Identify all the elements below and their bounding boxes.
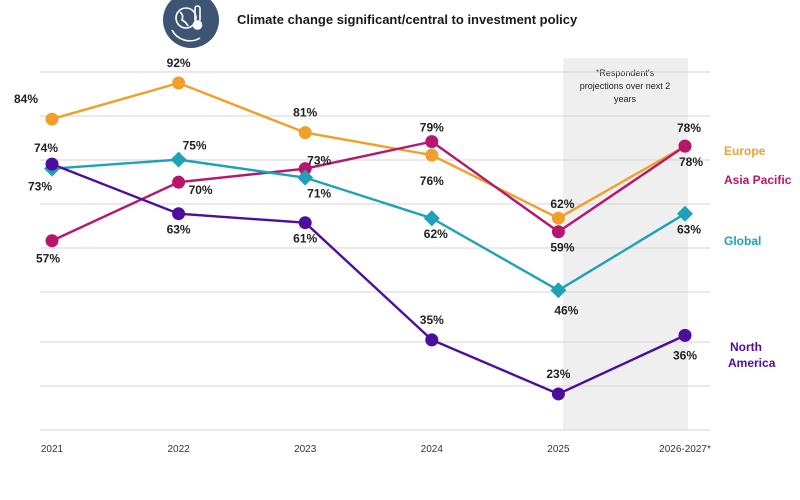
data-point	[45, 157, 59, 171]
data-point	[172, 76, 186, 90]
legend-entry: Asia Pacific	[724, 173, 792, 187]
data-label: 74%	[34, 141, 58, 155]
projection-note: *Respondent's projections over next 2 ye…	[580, 68, 671, 104]
x-axis-ticks: 2021 2022 2023 2024 2025 2026-2027*	[41, 444, 711, 455]
projection-note-line: projections over next 2	[580, 81, 671, 91]
data-label: 84%	[14, 92, 38, 106]
data-label: 78%	[677, 121, 701, 135]
projection-note-line: years	[614, 94, 637, 104]
data-label: 79%	[420, 121, 444, 135]
series-line	[51, 158, 686, 292]
data-point	[425, 333, 439, 347]
series-markers	[44, 76, 693, 401]
data-label: 70%	[189, 183, 213, 197]
data-point	[298, 162, 312, 176]
data-point	[172, 207, 186, 221]
data-label: 75%	[183, 139, 207, 153]
data-label: 63%	[167, 223, 191, 237]
legend: Europe Asia Pacific Global North America	[724, 144, 792, 370]
data-label: 46%	[554, 303, 578, 317]
data-label: 62%	[550, 197, 574, 211]
series-line	[51, 163, 686, 396]
chart-title: Climate change significant/central to in…	[237, 12, 578, 27]
data-point	[677, 205, 693, 222]
series-line	[51, 81, 686, 220]
data-point	[678, 139, 692, 153]
projection-note-line: *Respondent's	[596, 68, 655, 78]
data-point	[170, 151, 187, 168]
data-label: 35%	[420, 313, 444, 327]
x-tick-label: 2022	[167, 444, 190, 455]
data-labels: 84% 92% 81% 76% 62% 78% 57% 70% 73% 79% 59% 78% 73% 7…	[14, 56, 703, 381]
data-point	[425, 135, 439, 149]
data-point	[550, 282, 567, 299]
data-label: 92%	[167, 56, 191, 70]
data-point	[45, 234, 59, 248]
data-point	[298, 126, 312, 140]
data-label: 81%	[293, 106, 317, 120]
x-tick-label: 2023	[294, 444, 317, 455]
series-lines	[51, 81, 686, 396]
data-point	[678, 328, 692, 342]
data-point	[172, 175, 186, 189]
data-label: 36%	[673, 348, 697, 362]
x-tick-label: 2021	[41, 444, 64, 455]
data-label: 63%	[677, 223, 701, 237]
legend-entry: Europe	[724, 144, 766, 158]
data-point	[297, 169, 314, 186]
data-label: 23%	[546, 367, 570, 381]
data-label: 57%	[36, 252, 60, 266]
series-line	[51, 140, 686, 242]
data-label: 59%	[550, 241, 574, 255]
data-point	[425, 148, 439, 162]
projection-band	[563, 58, 688, 430]
x-tick-label: 2026-2027*	[659, 444, 711, 455]
data-point	[45, 112, 59, 126]
data-label: 78%	[679, 155, 703, 169]
legend-entry: North America	[728, 340, 776, 370]
data-point	[551, 225, 565, 239]
chart-header: Climate change significant/central to in…	[163, 0, 578, 48]
data-point	[551, 211, 565, 225]
data-label: 73%	[307, 154, 331, 168]
data-label: 71%	[307, 187, 331, 201]
globe-thermometer-glyph	[171, 5, 203, 42]
data-label: 76%	[420, 174, 444, 188]
x-tick-label: 2024	[421, 444, 444, 455]
data-label: 73%	[28, 180, 52, 194]
data-point	[551, 387, 565, 401]
legend-entry: Global	[724, 234, 761, 248]
data-point	[423, 210, 440, 227]
data-label: 61%	[293, 232, 317, 246]
data-label: 62%	[424, 227, 448, 241]
x-tick-label: 2025	[547, 444, 570, 455]
data-point	[298, 216, 312, 230]
